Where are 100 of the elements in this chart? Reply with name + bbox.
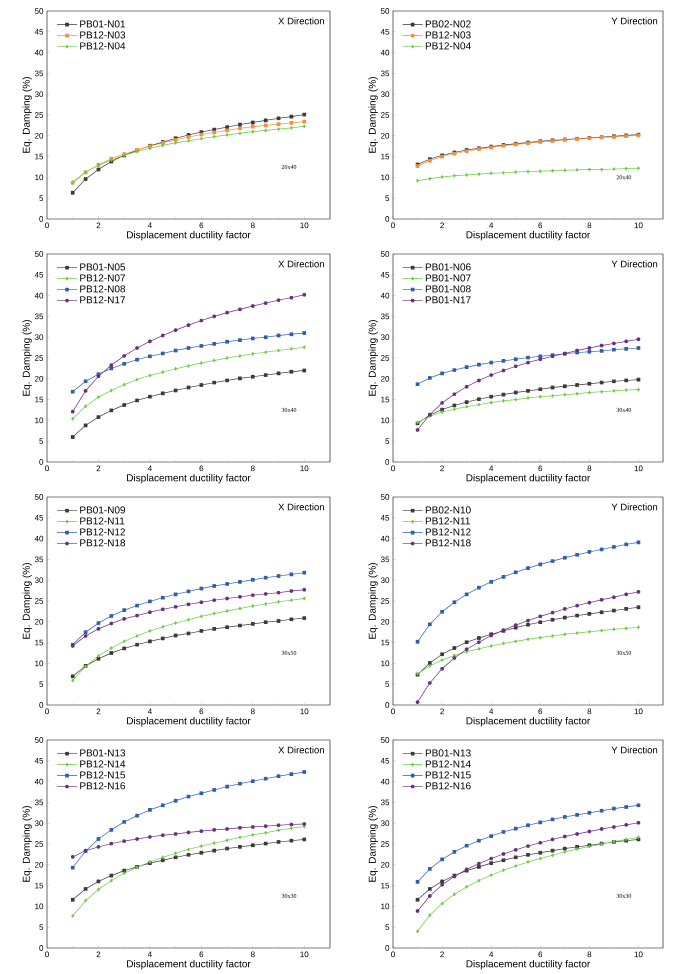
y-tick-label: 0 (39, 702, 44, 708)
y-axis-title: Eq. Damping (%) (22, 77, 32, 153)
x-tick-label: 2 (440, 952, 444, 958)
y-tick-label: 0 (385, 945, 390, 951)
x-tick-label: 4 (489, 466, 494, 472)
legend-label: PB12-N03 (426, 31, 471, 38)
y-tick-label: 20 (380, 376, 390, 382)
x-tick-label: 2 (96, 222, 100, 228)
legend-label: PB02-N10 (426, 506, 471, 514)
legend-label: PB12-N03 (80, 31, 126, 38)
y-tick-label: 15 (381, 640, 390, 646)
x-tick-label: 6 (538, 466, 542, 472)
legend-label: PB12-N14 (80, 760, 126, 768)
x-tick-label: 0 (45, 708, 49, 714)
y-tick-label: 40 (380, 292, 390, 298)
y-tick-label: 45 (380, 515, 390, 521)
annotation: X Direction (278, 503, 324, 510)
y-tick-label: 10 (381, 174, 390, 180)
x-tick-label: 10 (634, 222, 643, 228)
y-axis-title: Eq. Damping (%) (368, 806, 378, 882)
annotation: Y Direction (612, 17, 658, 24)
x-tick-label: 10 (300, 708, 308, 714)
y-axis-title: Eq. Damping (%) (368, 563, 378, 639)
x-tick-label: 8 (250, 708, 255, 714)
y-tick-label: 30 (34, 334, 44, 340)
legend-label: PB01-N01 (80, 20, 126, 28)
y-tick-label: 5 (385, 438, 390, 444)
y-tick-label: 20 (34, 132, 44, 139)
legend-label: PB01-N05 (80, 263, 126, 270)
y-tick-label: 10 (381, 904, 390, 910)
legend-label: PB12-N18 (426, 539, 471, 546)
y-tick-label: 15 (35, 154, 44, 160)
y-tick-label: 0 (385, 216, 390, 222)
y-tick-label: 30 (380, 820, 390, 826)
y-tick-label: 15 (381, 882, 390, 888)
y-tick-label: 25 (380, 355, 390, 361)
y-tick-label: 10 (381, 418, 390, 424)
y-tick-label: 35 (380, 800, 390, 806)
y-tick-label: 35 (34, 556, 44, 562)
y-tick-label: 5 (385, 924, 390, 930)
y-tick-label: 25 (34, 841, 44, 847)
x-axis-title: Displacement ductility factor (127, 717, 251, 726)
y-tick-label: 20 (34, 862, 44, 868)
x-tick-label: 0 (391, 222, 395, 228)
y-tick-label: 15 (35, 640, 44, 646)
legend-label: PB12-N18 (80, 539, 126, 546)
legend-label: PB12-N15 (426, 771, 471, 778)
y-tick-label: 35 (34, 70, 44, 76)
y-tick-label: 45 (380, 758, 390, 764)
y-axis-title: Eq. Damping (%) (22, 563, 32, 639)
x-axis-title: Displacement ductility factor (127, 474, 251, 484)
y-axis-title: Eq. Damping (%) (368, 320, 378, 396)
annotation: X Direction (278, 746, 324, 754)
legend-label: PB01-N06 (426, 263, 471, 270)
y-tick-label: 45 (34, 29, 44, 35)
legend-label: PB12-N08 (80, 285, 126, 292)
x-axis-title: Displacement ductility factor (127, 231, 251, 240)
y-tick-label: 40 (34, 778, 44, 784)
y-tick-label: 30 (380, 91, 390, 98)
x-tick-label: 6 (200, 466, 204, 472)
x-tick-label: 0 (45, 952, 49, 958)
x-tick-label: 0 (391, 952, 395, 958)
legend-label: PB12-N04 (426, 42, 471, 50)
x-tick-label: 6 (200, 708, 204, 714)
legend-label: PB12-N14 (426, 760, 471, 768)
y-tick-label: 5 (39, 924, 44, 930)
y-tick-label: 30 (380, 577, 390, 584)
x-tick-label: 10 (634, 708, 643, 714)
y-tick-label: 20 (380, 862, 390, 868)
x-tick-label: 0 (391, 466, 395, 472)
legend-label: PB12-N12 (426, 528, 471, 536)
x-tick-label: 8 (587, 466, 592, 472)
y-tick-label: 20 (34, 376, 44, 382)
y-tick-label: 50 (380, 737, 390, 743)
legend-label: PB01-N07 (426, 274, 471, 282)
legend-label: PB12-N12 (80, 528, 126, 536)
annotation: Y Direction (612, 260, 658, 268)
y-tick-label: 15 (35, 882, 44, 888)
y-tick-label: 30 (34, 577, 44, 584)
x-tick-label: 8 (250, 952, 255, 958)
x-tick-label: 0 (391, 708, 395, 714)
y-tick-label: 5 (39, 438, 44, 444)
x-tick-label: 2 (96, 466, 100, 472)
y-tick-label: 35 (380, 556, 390, 562)
y-tick-label: 5 (385, 681, 390, 687)
y-tick-label: 0 (385, 459, 390, 465)
y-tick-label: 10 (35, 418, 44, 424)
y-tick-label: 50 (380, 8, 390, 14)
legend-label: PB12-N11 (426, 517, 470, 524)
x-tick-label: 8 (250, 466, 255, 472)
x-tick-label: 10 (300, 466, 308, 472)
legend-label: PB01-N13 (80, 749, 126, 757)
x-tick-label: 0 (45, 222, 49, 228)
x-axis-title: Displacement ductility factor (466, 960, 590, 970)
y-tick-label: 35 (380, 314, 390, 320)
y-tick-label: 35 (380, 70, 390, 76)
y-axis-title: Eq. Damping (%) (22, 806, 32, 882)
y-tick-label: 20 (380, 618, 390, 625)
y-tick-label: 10 (35, 904, 44, 910)
x-axis-title: Displacement ductility factor (466, 474, 590, 484)
